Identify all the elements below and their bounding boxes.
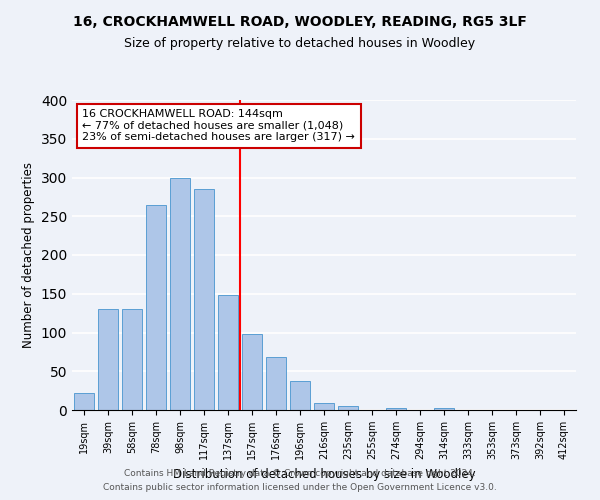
Bar — [74, 393, 94, 410]
Text: Contains public sector information licensed under the Open Government Licence v3: Contains public sector information licen… — [103, 484, 497, 492]
Bar — [218, 296, 238, 410]
Bar — [314, 403, 334, 410]
Bar — [194, 189, 214, 410]
Bar — [266, 358, 286, 410]
X-axis label: Distribution of detached houses by size in Woodley: Distribution of detached houses by size … — [173, 468, 475, 480]
Bar — [434, 408, 454, 410]
Bar — [290, 380, 310, 410]
Text: Contains HM Land Registry data © Crown copyright and database right 2024.: Contains HM Land Registry data © Crown c… — [124, 468, 476, 477]
Bar — [386, 408, 406, 410]
Text: 16 CROCKHAMWELL ROAD: 144sqm
← 77% of detached houses are smaller (1,048)
23% of: 16 CROCKHAMWELL ROAD: 144sqm ← 77% of de… — [82, 110, 355, 142]
Bar — [170, 178, 190, 410]
Bar — [98, 309, 118, 410]
Bar — [122, 309, 142, 410]
Bar — [146, 204, 166, 410]
Bar — [242, 334, 262, 410]
Bar — [338, 406, 358, 410]
Y-axis label: Number of detached properties: Number of detached properties — [22, 162, 35, 348]
Text: 16, CROCKHAMWELL ROAD, WOODLEY, READING, RG5 3LF: 16, CROCKHAMWELL ROAD, WOODLEY, READING,… — [73, 15, 527, 29]
Text: Size of property relative to detached houses in Woodley: Size of property relative to detached ho… — [124, 38, 476, 51]
